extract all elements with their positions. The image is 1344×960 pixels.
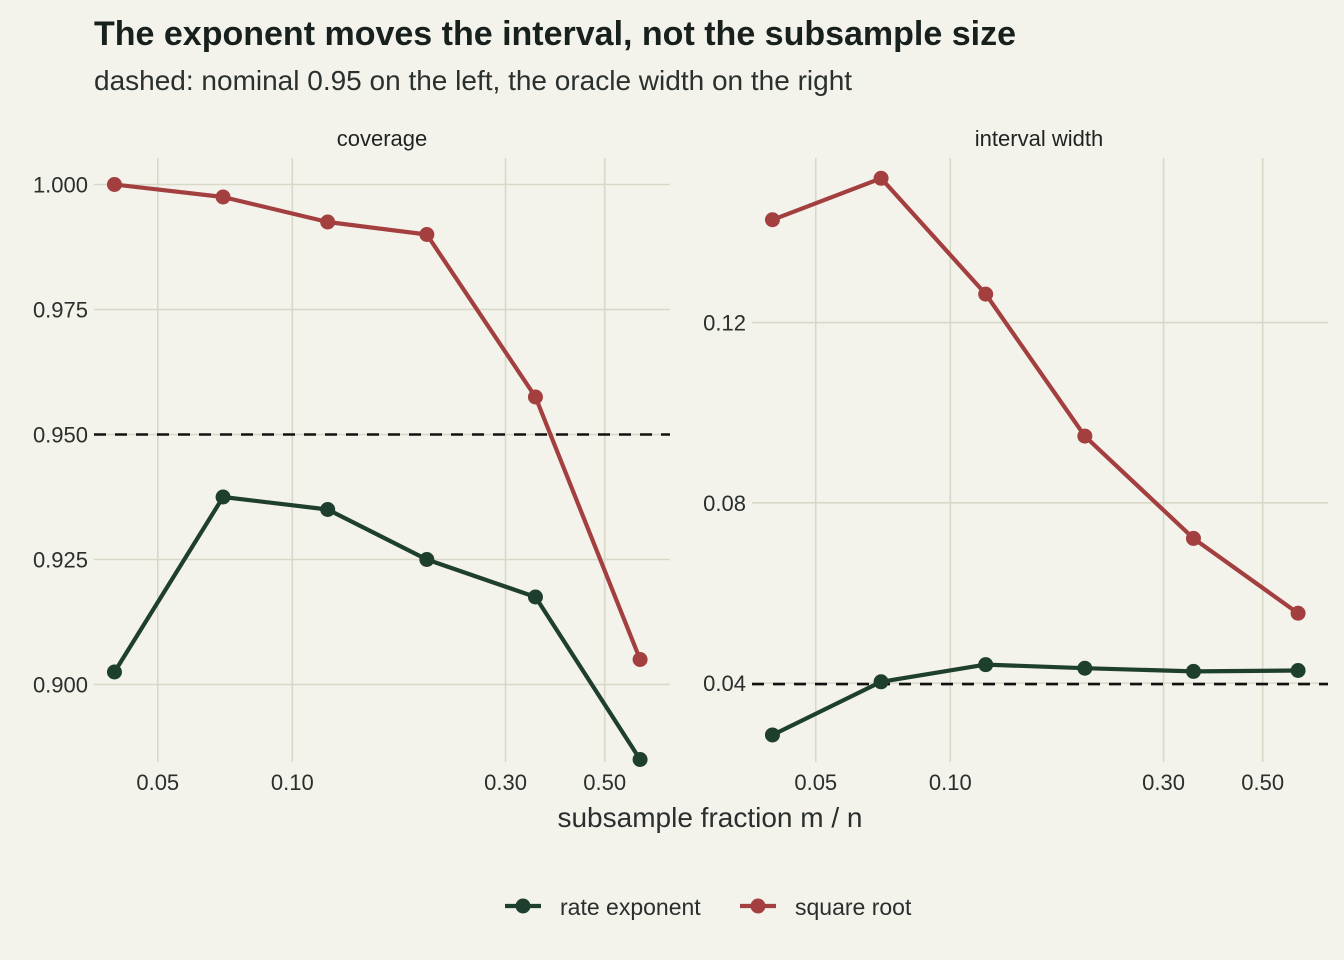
y-tick-label: 0.12 bbox=[703, 311, 746, 336]
data-point-square-root bbox=[215, 189, 231, 205]
data-point-rate-exponent bbox=[1185, 663, 1201, 679]
data-point-rate-exponent bbox=[1077, 660, 1093, 676]
y-tick-label: 0.08 bbox=[703, 491, 746, 516]
x-tick-label: 0.30 bbox=[484, 770, 527, 795]
series-line-square-root bbox=[770, 176, 1301, 616]
legend-label-rate-exponent: rate exponent bbox=[560, 894, 701, 920]
chart-subtitle: dashed: nominal 0.95 on the left, the or… bbox=[94, 65, 852, 96]
data-point-rate-exponent bbox=[419, 552, 435, 567]
legend-marker-rate-exponent bbox=[515, 898, 531, 914]
data-point-rate-exponent bbox=[873, 674, 889, 690]
x-tick-label: 0.10 bbox=[929, 770, 972, 795]
data-point-square-root bbox=[320, 214, 336, 230]
x-tick-label: 0.50 bbox=[1241, 770, 1284, 795]
x-tick-label: 0.05 bbox=[794, 770, 837, 795]
legend: rate exponent square root bbox=[505, 894, 912, 920]
series-line-square-root bbox=[112, 182, 643, 662]
x-tick-label: 0.05 bbox=[136, 770, 179, 795]
data-point-square-root bbox=[632, 652, 648, 667]
x-tick-label: 0.30 bbox=[1142, 770, 1185, 795]
panel-title: interval width bbox=[975, 126, 1103, 151]
y-tick-label: 0.925 bbox=[33, 548, 88, 573]
series-line-rate-exponent bbox=[112, 494, 643, 762]
series-line-rate-exponent bbox=[770, 662, 1301, 738]
data-point-rate-exponent bbox=[320, 502, 336, 517]
data-point-square-root bbox=[978, 286, 994, 302]
data-point-rate-exponent bbox=[764, 727, 780, 743]
data-point-square-root bbox=[419, 227, 435, 242]
x-tick-label: 0.50 bbox=[583, 770, 626, 795]
data-point-square-root bbox=[527, 389, 543, 405]
y-tick-label: 0.04 bbox=[703, 671, 746, 696]
chart-title: The exponent moves the interval, not the… bbox=[94, 15, 1016, 53]
y-tick-label: 0.950 bbox=[33, 423, 88, 448]
y-tick-label: 1.000 bbox=[33, 173, 88, 198]
legend-label-square-root: square root bbox=[795, 894, 912, 920]
data-point-square-root bbox=[873, 170, 889, 186]
panel-coverage: coverage 0.900 0.925 0.950 0.975 1.000 0.05 0.1… bbox=[33, 126, 670, 795]
data-point-square-root bbox=[106, 177, 122, 192]
data-point-rate-exponent bbox=[978, 657, 994, 673]
data-point-rate-exponent bbox=[632, 752, 648, 767]
data-point-rate-exponent bbox=[215, 489, 231, 505]
panel-interval-width: interval width 0.04 0.08 0.12 0.05 0.10 0.30 0.… bbox=[703, 126, 1328, 795]
legend-item-rate-exponent: rate exponent bbox=[505, 894, 701, 920]
data-point-rate-exponent bbox=[527, 589, 543, 605]
legend-marker-square-root bbox=[750, 898, 766, 914]
data-point-square-root bbox=[1077, 428, 1093, 444]
data-point-rate-exponent bbox=[106, 664, 122, 680]
y-tick-label: 0.975 bbox=[33, 298, 88, 323]
data-point-square-root bbox=[1185, 530, 1201, 546]
panel-title: coverage bbox=[337, 126, 428, 151]
x-tick-label: 0.10 bbox=[271, 770, 314, 795]
data-point-rate-exponent bbox=[1290, 662, 1306, 678]
legend-item-square-root: square root bbox=[740, 894, 912, 920]
data-point-square-root bbox=[1290, 605, 1306, 621]
data-point-square-root bbox=[764, 212, 780, 228]
x-axis-label: subsample fraction m / n bbox=[557, 802, 862, 833]
y-tick-label: 0.900 bbox=[33, 673, 88, 698]
